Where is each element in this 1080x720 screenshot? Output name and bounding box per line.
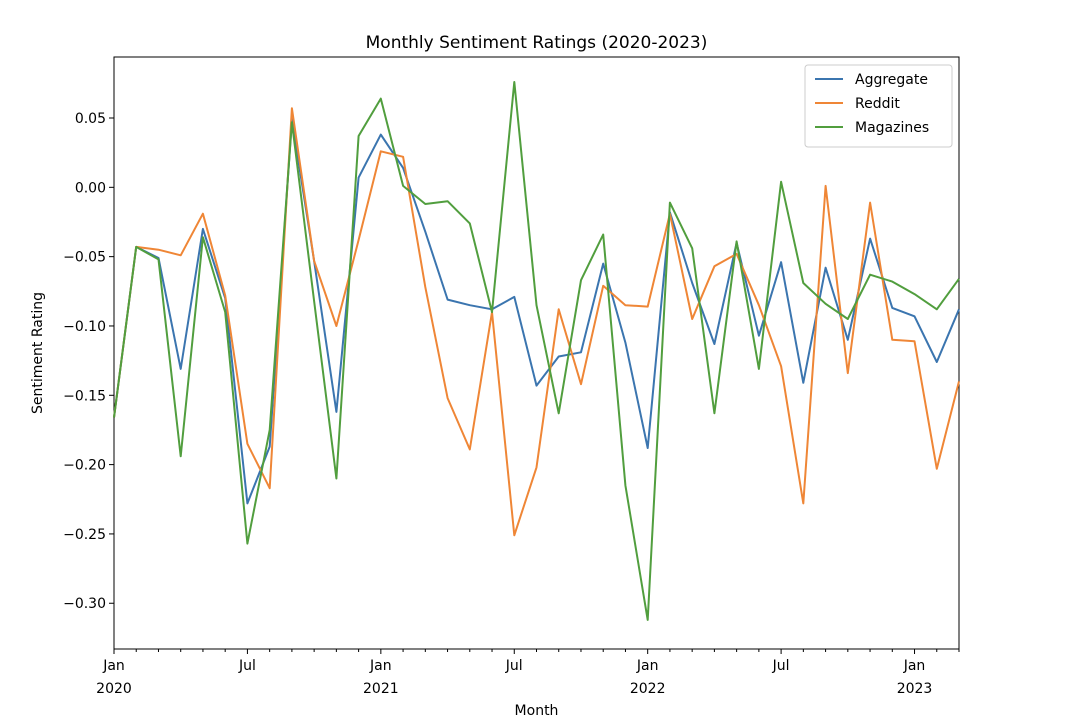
series-line-reddit	[113, 107, 960, 537]
y-axis-label: Sentiment Rating	[30, 292, 46, 414]
series-line-magazines	[113, 81, 960, 621]
x-tick-year-label: 2021	[363, 681, 399, 697]
x-tick-label: Jan	[636, 658, 659, 674]
x-tick-year-label: 2020	[96, 681, 132, 697]
x-tick-label: Jan	[903, 658, 926, 674]
y-tick-label: −0.05	[63, 250, 106, 266]
x-tick-label: Jan	[102, 658, 125, 674]
series-lines	[113, 81, 960, 621]
y-axis: 0.05 0.00 −0.05 −0.10 −0.15 −0.20 −0.25 −0.30	[63, 111, 114, 612]
x-tick-label: Jul	[772, 658, 790, 674]
series-line-aggregate	[113, 118, 960, 505]
y-tick-label: −0.10	[63, 319, 106, 335]
x-tick-label: Jan	[369, 658, 392, 674]
y-tick-label: −0.30	[63, 596, 106, 612]
x-tick-label: Jul	[238, 658, 256, 674]
legend-label: Magazines	[855, 120, 929, 136]
legend-label: Reddit	[855, 96, 900, 112]
x-axis: Jan 2020 Jul Jan 2021 Jul Jan 2022 Jul Jan 2023	[96, 649, 960, 697]
y-tick-label: −0.15	[63, 388, 106, 404]
y-tick-label: 0.05	[75, 111, 106, 127]
y-tick-label: −0.20	[63, 458, 106, 474]
x-tick-label: Jul	[505, 658, 523, 674]
x-axis-label: Month	[515, 703, 559, 719]
legend-label: Aggregate	[855, 72, 928, 88]
y-tick-label: 0.00	[75, 180, 106, 196]
x-tick-year-label: 2023	[897, 681, 933, 697]
y-tick-label: −0.25	[63, 527, 106, 543]
legend: Aggregate Reddit Magazines	[804, 64, 953, 148]
chart-title: Monthly Sentiment Ratings (2020-2023)	[366, 33, 708, 53]
x-tick-year-label: 2022	[630, 681, 666, 697]
